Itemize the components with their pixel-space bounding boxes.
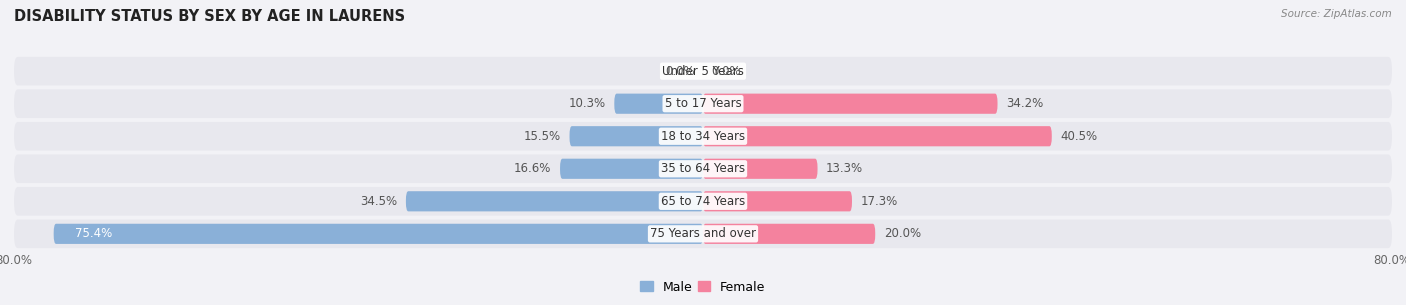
Text: DISABILITY STATUS BY SEX BY AGE IN LAURENS: DISABILITY STATUS BY SEX BY AGE IN LAURE… xyxy=(14,9,405,24)
FancyBboxPatch shape xyxy=(406,191,703,211)
FancyBboxPatch shape xyxy=(53,224,703,244)
FancyBboxPatch shape xyxy=(14,89,1392,118)
Text: 20.0%: 20.0% xyxy=(884,227,921,240)
Text: 10.3%: 10.3% xyxy=(568,97,606,110)
FancyBboxPatch shape xyxy=(14,187,1392,216)
Text: 40.5%: 40.5% xyxy=(1060,130,1098,143)
Text: 65 to 74 Years: 65 to 74 Years xyxy=(661,195,745,208)
FancyBboxPatch shape xyxy=(703,159,817,179)
Text: 13.3%: 13.3% xyxy=(827,162,863,175)
FancyBboxPatch shape xyxy=(14,220,1392,248)
Text: 0.0%: 0.0% xyxy=(711,65,741,78)
FancyBboxPatch shape xyxy=(703,191,852,211)
Text: 34.5%: 34.5% xyxy=(360,195,398,208)
Text: 75.4%: 75.4% xyxy=(75,227,112,240)
FancyBboxPatch shape xyxy=(614,94,703,114)
Text: 0.0%: 0.0% xyxy=(665,65,695,78)
Text: 75 Years and over: 75 Years and over xyxy=(650,227,756,240)
FancyBboxPatch shape xyxy=(703,126,1052,146)
Text: 34.2%: 34.2% xyxy=(1007,97,1043,110)
FancyBboxPatch shape xyxy=(703,94,997,114)
Legend: Male, Female: Male, Female xyxy=(636,275,770,299)
FancyBboxPatch shape xyxy=(569,126,703,146)
Text: 16.6%: 16.6% xyxy=(515,162,551,175)
Text: 17.3%: 17.3% xyxy=(860,195,898,208)
Text: 18 to 34 Years: 18 to 34 Years xyxy=(661,130,745,143)
Text: 15.5%: 15.5% xyxy=(524,130,561,143)
FancyBboxPatch shape xyxy=(14,154,1392,183)
Text: Source: ZipAtlas.com: Source: ZipAtlas.com xyxy=(1281,9,1392,19)
Text: 5 to 17 Years: 5 to 17 Years xyxy=(665,97,741,110)
Text: Under 5 Years: Under 5 Years xyxy=(662,65,744,78)
FancyBboxPatch shape xyxy=(560,159,703,179)
Text: 35 to 64 Years: 35 to 64 Years xyxy=(661,162,745,175)
FancyBboxPatch shape xyxy=(14,122,1392,151)
FancyBboxPatch shape xyxy=(14,57,1392,85)
FancyBboxPatch shape xyxy=(703,224,875,244)
